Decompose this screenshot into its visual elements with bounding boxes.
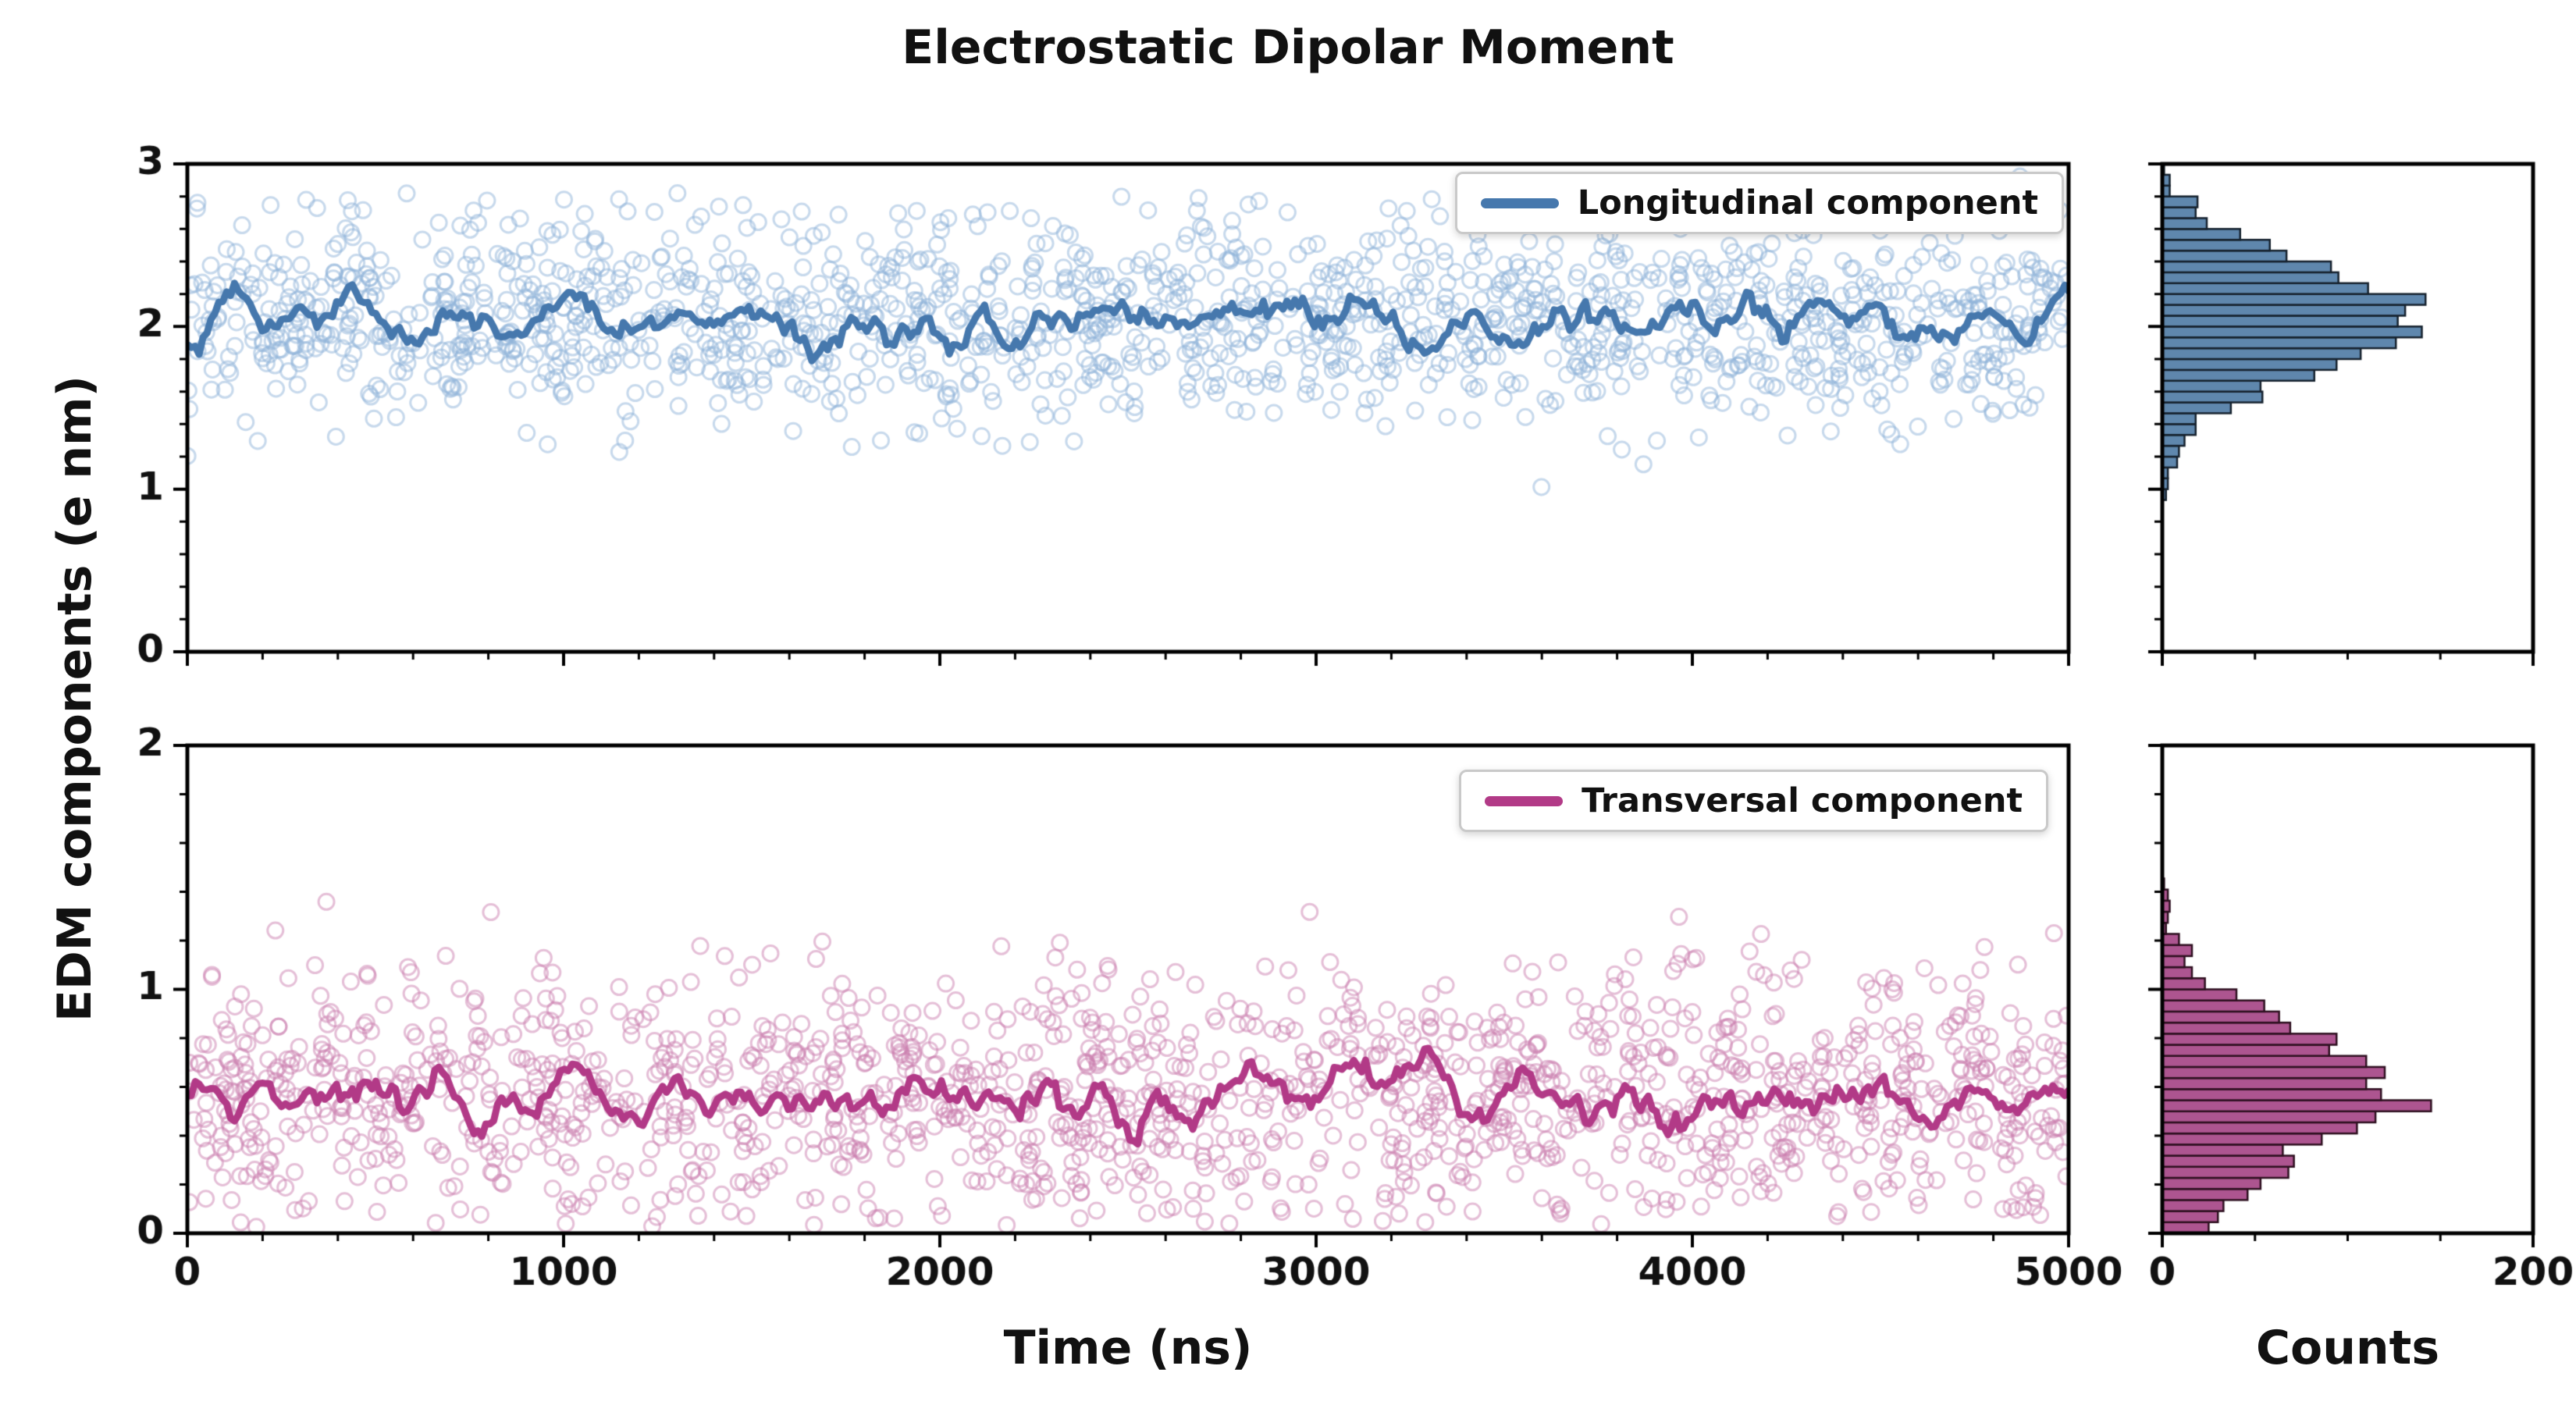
- x-axis-label-counts: Counts: [2255, 1321, 2440, 1375]
- legend-longitudinal: Longitudinal component: [1454, 172, 2064, 234]
- legend-transversal: Transversal component: [1459, 770, 2048, 832]
- y-axis-label: EDM components (e nm): [48, 375, 102, 1022]
- legend-label-transversal: Transversal component: [1582, 781, 2023, 820]
- legend-label-longitudinal: Longitudinal component: [1577, 183, 2038, 222]
- legend-line-swatch-transversal: [1485, 795, 1564, 806]
- legend-line-swatch-longitudinal: [1480, 197, 1559, 208]
- x-axis-label-time: Time (ns): [1003, 1321, 1253, 1375]
- chart-title: Electrostatic Dipolar Moment: [902, 20, 1674, 75]
